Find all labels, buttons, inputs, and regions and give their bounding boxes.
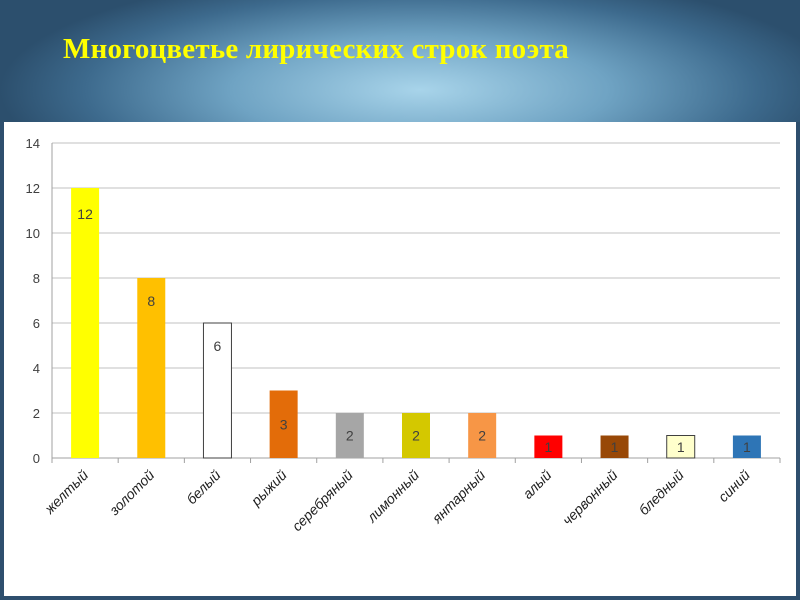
x-category-label: червонный <box>559 467 621 529</box>
x-category-label: желтый <box>41 467 92 518</box>
chart-panel <box>4 122 796 596</box>
y-tick-label: 14 <box>26 136 40 151</box>
data-label: 8 <box>147 293 155 309</box>
data-label: 1 <box>743 439 751 455</box>
bar-алый <box>534 435 563 458</box>
data-label: 2 <box>346 428 354 444</box>
x-category-label: рыжий <box>247 467 290 510</box>
data-label: 6 <box>214 338 222 354</box>
bar-желтый <box>71 188 100 458</box>
data-label: 2 <box>478 428 486 444</box>
x-category-label: синий <box>715 467 753 505</box>
bar-рыжий <box>269 390 298 458</box>
x-category-label: белый <box>183 467 224 508</box>
x-category-label: золотой <box>105 467 157 519</box>
y-tick-label: 4 <box>33 361 40 376</box>
data-label: 3 <box>280 416 288 432</box>
data-label: 1 <box>611 439 619 455</box>
y-tick-label: 2 <box>33 406 40 421</box>
y-tick-label: 6 <box>33 316 40 331</box>
bar-янтарный <box>468 413 497 458</box>
x-category-label: серебряный <box>289 467 356 534</box>
bar-бледный <box>666 435 696 459</box>
bar-золотой <box>137 278 166 458</box>
bar-синий <box>732 435 761 458</box>
bar-серебряный <box>335 413 364 458</box>
x-category-label: янтарный <box>428 467 488 527</box>
y-tick-label: 0 <box>33 451 40 466</box>
data-label: 2 <box>412 428 420 444</box>
data-label: 1 <box>544 439 552 455</box>
slide-header: Многоцветье лирических строк поэта <box>0 0 800 122</box>
y-tick-label: 8 <box>33 271 40 286</box>
x-category-label: лимонный <box>363 467 422 526</box>
y-tick-label: 12 <box>26 181 40 196</box>
slide-title: Многоцветье лирических строк поэта <box>63 33 569 65</box>
x-category-label: алый <box>519 467 554 502</box>
bar-червонный <box>600 435 629 458</box>
data-label: 12 <box>77 206 93 222</box>
x-category-label: бледный <box>635 467 687 519</box>
y-tick-label: 10 <box>26 226 40 241</box>
bar-белый <box>202 322 232 459</box>
bar-лимонный <box>402 413 430 458</box>
data-label: 1 <box>677 439 685 455</box>
